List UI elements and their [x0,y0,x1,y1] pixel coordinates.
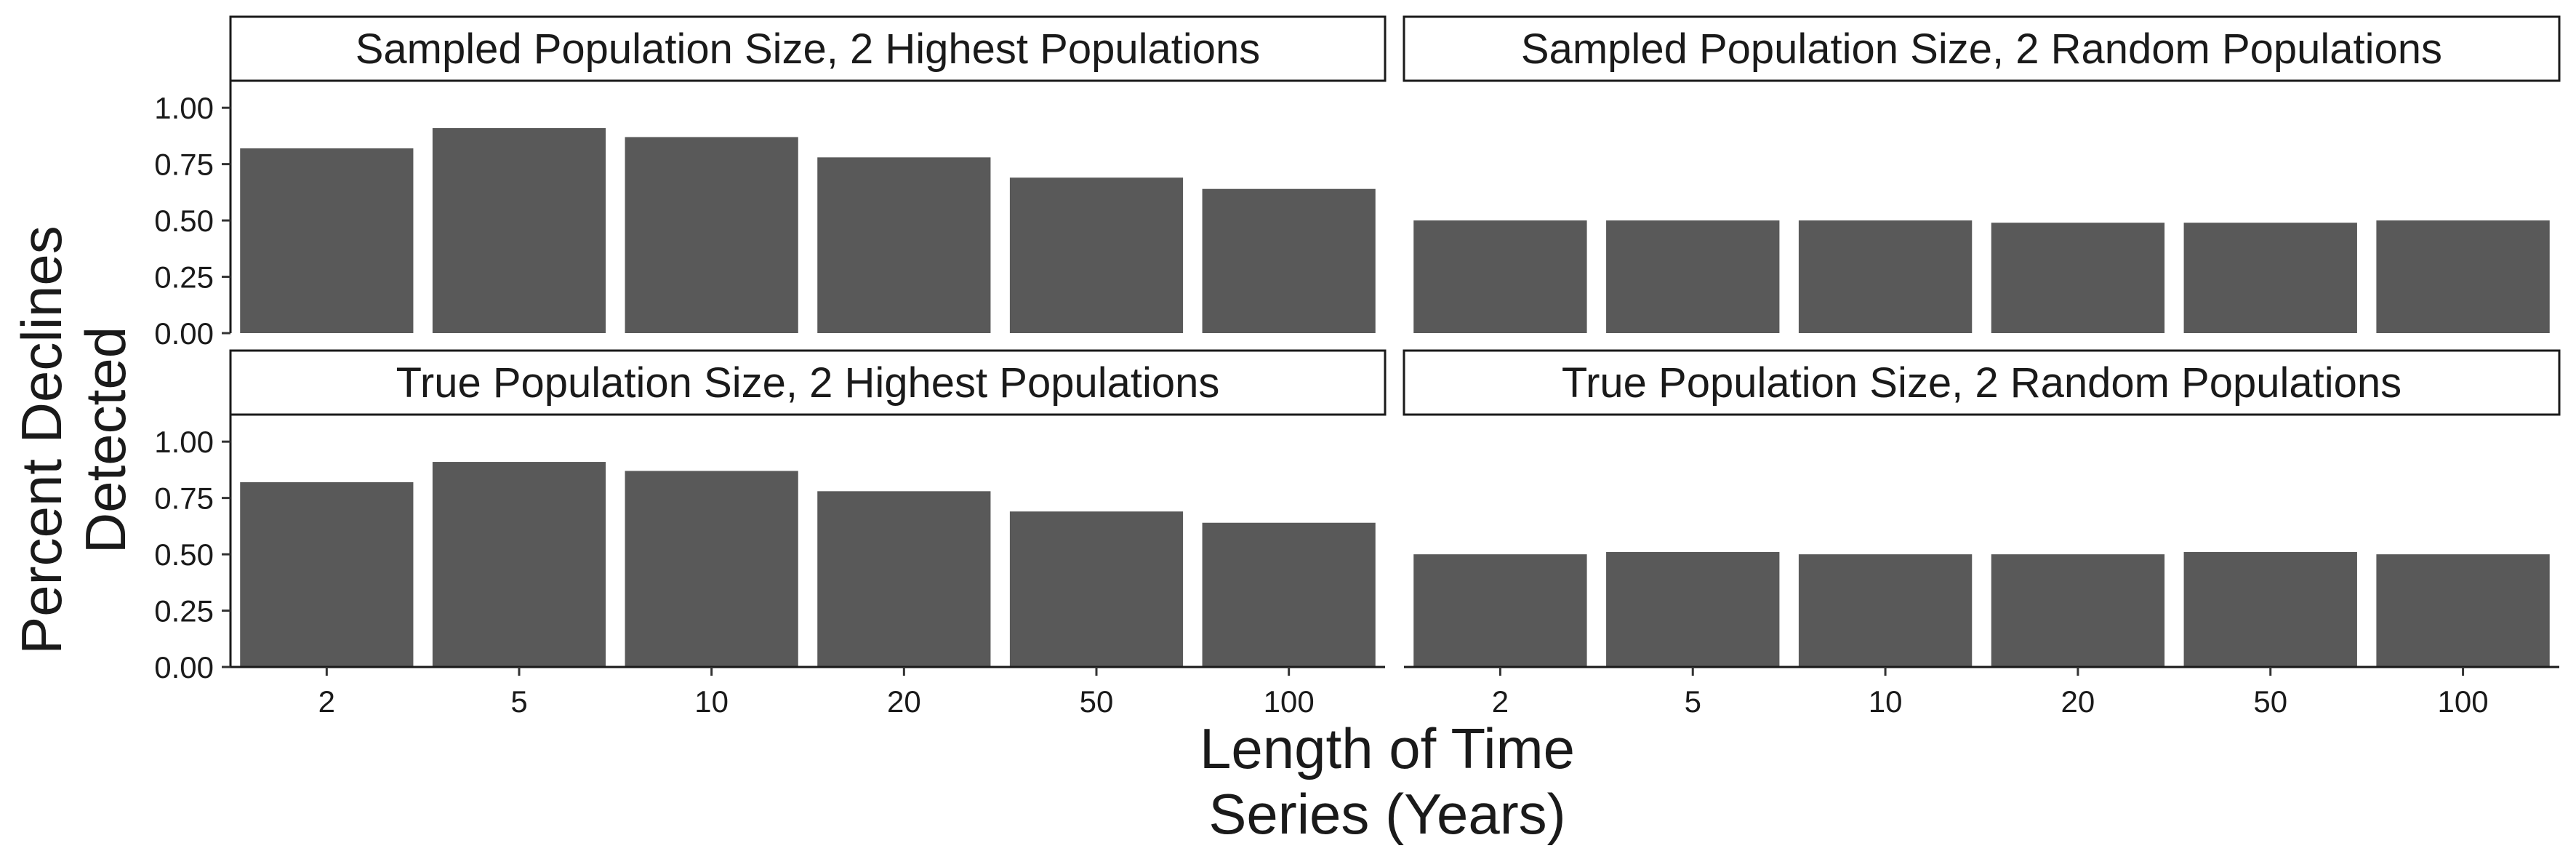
y-tick-label: 0.75 [154,482,214,516]
facet-strip [229,349,1387,416]
x-tick-label: 20 [2061,684,2095,719]
facet-strip-title: True Population Size, 2 Highest Populati… [396,359,1220,407]
x-tick-label: 100 [2438,684,2489,719]
y-tick-label: 1.00 [154,425,214,459]
panel-2: Sampled Population Size, 2 Random Popula… [1403,15,2561,333]
bar [1413,220,1587,333]
facet-strip [1403,15,2561,82]
bar [1798,554,1973,667]
facet-strip [1403,349,2561,416]
x-tick-label: 10 [694,684,729,719]
bar [1009,511,1184,667]
facet-strip-title: Sampled Population Size, 2 Highest Popul… [356,25,1261,73]
facet-strip-title: True Population Size, 2 Random Populatio… [1562,359,2402,407]
panel-3: True Population Size, 2 Highest Populati… [229,349,1387,667]
panels-layer: Sampled Population Size, 2 Highest Popul… [229,15,2561,667]
facet-strip-title: Sampled Population Size, 2 Random Popula… [1521,25,2442,73]
y-tick-label: 0.25 [154,260,214,295]
y-axis-title-line-1: Percent Declines [9,225,73,655]
bar [1009,177,1184,333]
x-tick-label: 2 [318,684,335,719]
bar [1606,220,1780,333]
y-tick-label: 0.00 [154,316,214,351]
bar [2376,220,2550,333]
x-tick-label: 5 [1685,684,1701,719]
x-tick-label: 2 [1492,684,1509,719]
bar [1991,223,2165,333]
bar [240,148,414,333]
x-tick-label: 20 [887,684,921,719]
bar [2376,554,2550,667]
bar [1202,522,1376,667]
y-tick-label: 0.25 [154,594,214,628]
y-tick-label: 0.50 [154,204,214,238]
bar [1606,551,1780,667]
y-axis-title: Percent Declines Detected [9,225,137,655]
x-tick-label: 10 [1869,684,1903,719]
panel-4: True Population Size, 2 Random Populatio… [1403,349,2561,667]
bar [625,471,798,667]
bar [432,462,606,667]
bar [817,491,991,667]
bar [432,128,606,333]
axes-layer: 0.00 0.25 0.50 0.75 1.00 0.00 0.25 0.50 0.75 1.00… [154,81,2559,719]
x-axis-title-line-2: Series (Years) [1208,782,1565,846]
bar [2183,551,2357,667]
facet-strip [229,15,1387,82]
bar [1798,220,1973,333]
y-tick-label: 1.00 [154,91,214,125]
y-tick-label: 0.00 [154,650,214,684]
bar [2183,223,2357,333]
y-tick-label: 0.75 [154,148,214,182]
y-axis-title-line-2: Detected [73,327,137,554]
x-axis-title-line-1: Length of Time [1200,716,1575,780]
x-tick-label: 50 [1080,684,1114,719]
bar [1202,188,1376,333]
bar [817,157,991,333]
panel-1: Sampled Population Size, 2 Highest Popul… [229,15,1387,333]
bar [240,482,414,667]
x-tick-label: 5 [510,684,527,719]
bar [625,137,798,333]
bar [1413,554,1587,667]
x-tick-label: 50 [2253,684,2287,719]
y-tick-label: 0.50 [154,538,214,572]
bar [1991,554,2165,667]
x-tick-label: 100 [1264,684,1315,719]
